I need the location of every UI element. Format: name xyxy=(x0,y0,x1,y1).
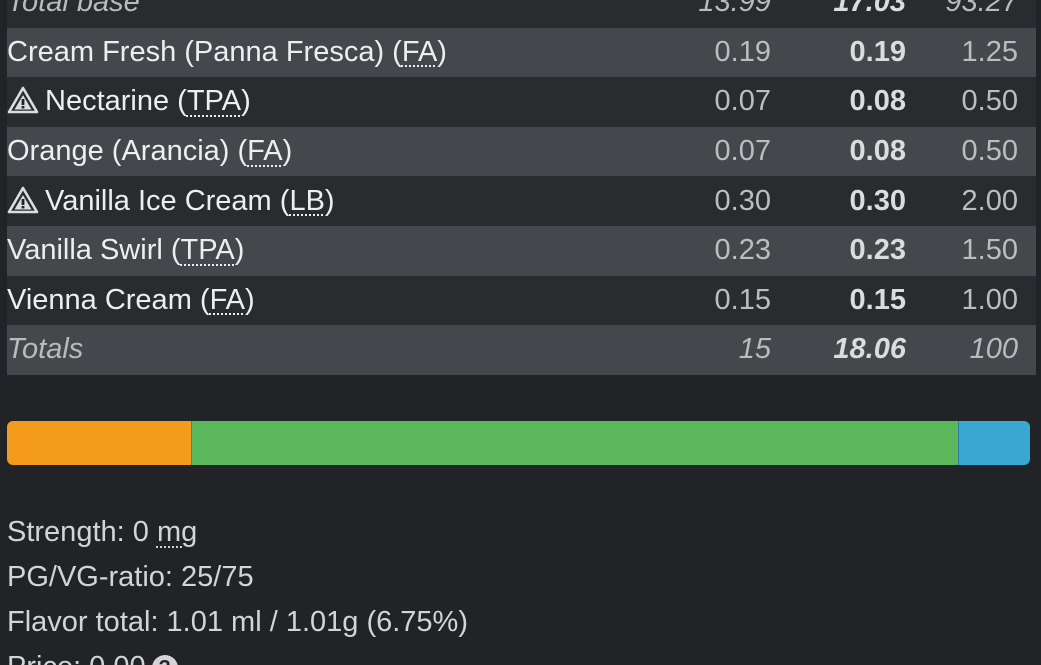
ml-cell: 0.15 xyxy=(641,275,771,326)
table-row[interactable]: Cream Fresh (Panna Fresca) (FA) 0.19 0.19 1… xyxy=(7,27,1036,78)
ingredient-name: Orange (Arancia) ( xyxy=(7,135,248,168)
totals-grams: 18.06 xyxy=(771,325,906,375)
vg-segment xyxy=(190,421,958,465)
paren-close: ) xyxy=(245,283,255,316)
paren-close: ) xyxy=(324,184,335,217)
ingredient-name-cell: Vanilla Swirl (TPA) xyxy=(7,225,641,276)
pg-segment xyxy=(7,421,191,465)
question-circle-icon[interactable]: ? xyxy=(151,655,178,665)
ingredient-name-cell: Nectarine (TPA) xyxy=(7,77,641,127)
ingredient-name: Vanilla Ice Cream ( xyxy=(45,184,290,217)
vendor-abbreviation[interactable]: TPA xyxy=(180,234,235,267)
strength-unit[interactable]: mg xyxy=(156,516,198,548)
grams-cell: 0.15 xyxy=(771,275,906,326)
ingredient-name-cell: Vanilla Ice Cream (LB) xyxy=(7,176,641,226)
recipe-info: Strength: 0 mg PG/VG-ratio: 25/75 Flavor… xyxy=(7,510,468,665)
ml-cell: 0.30 xyxy=(641,176,771,226)
ingredients-table: Total base 13.99 17.03 93.27 Cream Fresh (Pa… xyxy=(7,0,1036,375)
paren-close: ) xyxy=(282,135,293,168)
table-row[interactable]: Total base 13.99 17.03 93.27 xyxy=(7,0,1036,28)
percent-cell: 0.50 xyxy=(906,126,1036,177)
grams-cell: 17.03 xyxy=(771,0,906,28)
table-row[interactable]: Vanilla Swirl (TPA) 0.23 0.23 1.50 xyxy=(7,225,1036,276)
ml-cell: 0.23 xyxy=(641,225,771,276)
grams-cell: 0.08 xyxy=(771,126,906,177)
ingredient-name: Vanilla Swirl ( xyxy=(7,234,181,267)
vendor-abbreviation[interactable]: LB xyxy=(289,184,325,217)
table-row[interactable]: Vienna Cream (FA) 0.15 0.15 1.00 xyxy=(7,275,1036,326)
ingredient-name-cell: Total base xyxy=(7,0,641,28)
table-row[interactable]: Orange (Arancia) (FA) 0.07 0.08 0.50 xyxy=(7,126,1036,177)
ml-cell: 13.99 xyxy=(641,0,771,28)
paren-close: ) xyxy=(234,234,245,267)
percent-cell: 1.00 xyxy=(906,275,1036,326)
ingredient-name: Vienna Cream ( xyxy=(7,283,210,316)
vendor-abbreviation[interactable]: FA xyxy=(209,283,246,316)
price-line: Price: 0.00? xyxy=(7,645,468,665)
table-row[interactable]: Nectarine (TPA) 0.07 0.08 0.50 xyxy=(7,77,1036,127)
ml-cell: 0.07 xyxy=(641,77,771,127)
ingredient-name-cell: Vienna Cream (FA) xyxy=(7,275,641,326)
totals-percent: 100 xyxy=(906,325,1036,375)
ingredient-name: Nectarine ( xyxy=(45,85,187,118)
percent-cell: 93.27 xyxy=(906,0,1036,28)
flavor-segment xyxy=(957,421,1030,465)
percent-cell: 1.50 xyxy=(906,225,1036,276)
strength-line: Strength: 0 mg xyxy=(7,510,468,555)
ingredient-name-cell: Orange (Arancia) (FA) xyxy=(7,126,641,177)
totals-ml: 15 xyxy=(641,325,771,375)
percent-cell: 1.25 xyxy=(906,27,1036,78)
paren-close: ) xyxy=(241,85,251,118)
ml-cell: 0.19 xyxy=(641,27,771,78)
pg-vg-ratio: PG/VG-ratio: 25/75 xyxy=(7,561,254,593)
grams-cell: 0.23 xyxy=(771,225,906,276)
totals-row: Totals 15 18.06 100 xyxy=(7,325,1036,375)
ingredient-name: Total base xyxy=(7,0,140,19)
table-row[interactable]: Vanilla Ice Cream (LB) 0.30 0.30 2.00 xyxy=(7,176,1036,226)
warning-icon[interactable] xyxy=(7,86,39,114)
vendor-abbreviation[interactable]: FA xyxy=(247,135,283,168)
warning-icon[interactable] xyxy=(7,186,39,214)
flavor-total: Flavor total: 1.01 ml / 1.01g (6.75%) xyxy=(7,606,468,638)
vendor-abbreviation[interactable]: FA xyxy=(401,35,438,68)
vendor-abbreviation[interactable]: TPA xyxy=(186,85,242,118)
strength-label: Strength: 0 xyxy=(7,516,157,548)
ingredient-name-cell: Cream Fresh (Panna Fresca) (FA) xyxy=(7,27,641,78)
percent-cell: 0.50 xyxy=(906,77,1036,127)
paren-close: ) xyxy=(437,35,447,68)
grams-cell: 0.08 xyxy=(771,77,906,127)
composition-bar xyxy=(7,421,1030,465)
ingredient-name: Cream Fresh (Panna Fresca) ( xyxy=(7,35,402,68)
percent-cell: 2.00 xyxy=(906,176,1036,226)
grams-cell: 0.30 xyxy=(771,176,906,226)
totals-label: Totals xyxy=(7,325,641,375)
ml-cell: 0.07 xyxy=(641,126,771,177)
price-value: Price: 0.00 xyxy=(7,651,146,665)
grams-cell: 0.19 xyxy=(771,27,906,78)
